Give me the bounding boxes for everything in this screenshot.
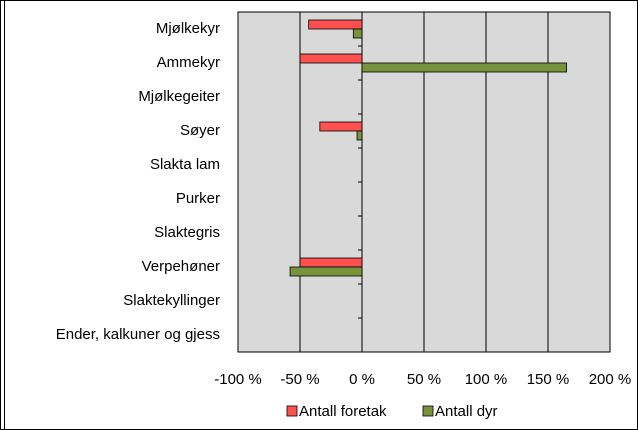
y-tick-label: Purker (176, 190, 220, 207)
x-tick-label: -100 % (214, 371, 262, 388)
y-tick-label: Søyer (180, 122, 220, 139)
y-tick-label: Verpehøner (142, 258, 220, 275)
y-tick-label: Slaktegris (154, 224, 220, 241)
x-tick-label: 100 % (465, 371, 508, 388)
y-tick-label: Mjølkekyr (156, 20, 220, 37)
legend-label: Antall dyr (435, 403, 498, 420)
bar (352, 28, 363, 39)
bar (299, 257, 363, 268)
x-tick-label: 150 % (527, 371, 570, 388)
bar (319, 121, 363, 132)
x-tick-label: 50 % (407, 371, 441, 388)
bar (299, 53, 363, 64)
x-tick-label: 0 % (349, 371, 375, 388)
y-tick-label: Ammekyr (157, 54, 220, 71)
bar (289, 266, 363, 277)
y-tick-label: Ender, kalkuner og gjess (56, 326, 220, 343)
x-tick-label: -50 % (280, 371, 319, 388)
y-tick-label: Slaktekyllinger (123, 292, 220, 309)
legend-swatch (422, 405, 434, 417)
bar (361, 62, 568, 73)
bar (308, 19, 363, 30)
y-tick-label: Slakta lam (150, 156, 220, 173)
x-tick-label: 200 % (589, 371, 632, 388)
y-tick-label: Mjølkegeiter (138, 88, 220, 105)
legend-label: Antall foretak (299, 403, 387, 420)
legend-swatch (286, 405, 298, 417)
bar (356, 130, 363, 141)
